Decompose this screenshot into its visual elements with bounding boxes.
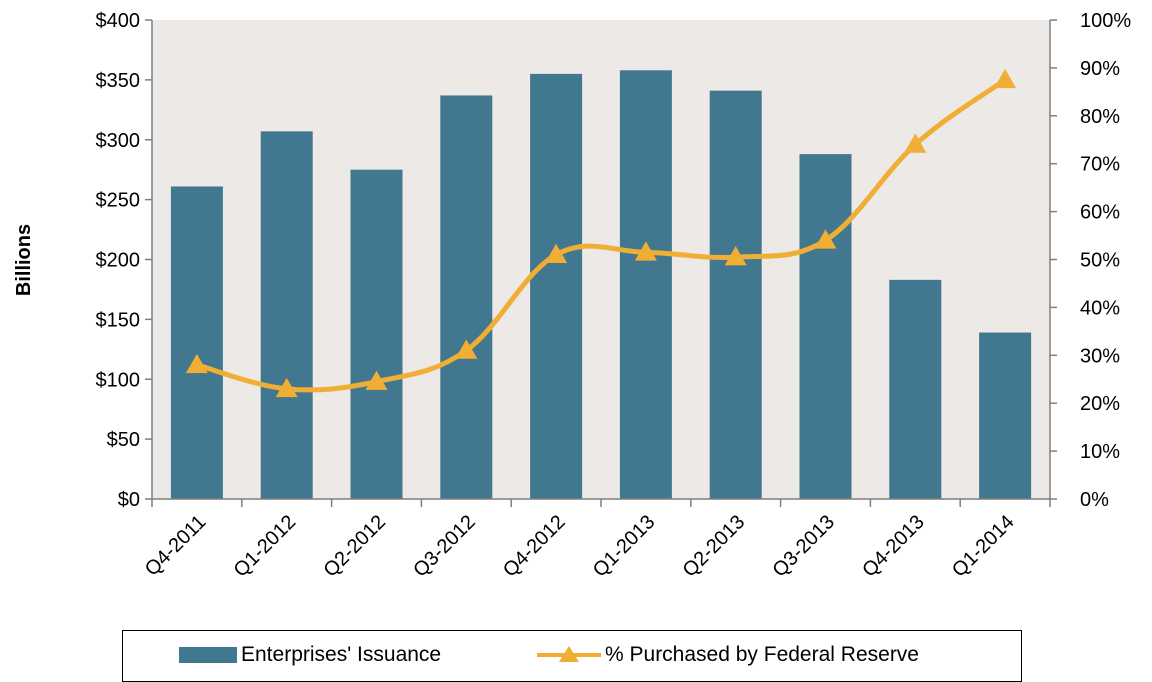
legend-label-fed-purchase: % Purchased by Federal Reserve <box>605 643 919 666</box>
right-tick-label: 50% <box>1080 250 1120 272</box>
legend-swatch-bar <box>179 647 237 663</box>
right-tick-label: 10% <box>1080 441 1120 463</box>
left-tick-label: $0 <box>118 489 140 511</box>
legend: Enterprises' Issuance % Purchased by Fed… <box>122 630 1022 682</box>
right-tick-label: 80% <box>1080 106 1120 128</box>
bar-Q2-2012 <box>350 169 403 499</box>
left-tick-label: $300 <box>96 130 141 152</box>
right-tick-label: 70% <box>1080 154 1120 176</box>
right-tick-label: 30% <box>1080 345 1120 367</box>
bar-Q1-2014 <box>979 332 1032 499</box>
legend-item-fed-purchase: % Purchased by Federal Reserve <box>537 643 919 667</box>
y-axis-label: Billions <box>13 224 35 296</box>
right-tick-label: 100% <box>1080 10 1131 32</box>
x-tick-label: Q1-2013 <box>589 511 660 582</box>
line-path <box>196 77 1007 393</box>
bar-Q3-2012 <box>440 95 493 499</box>
x-tick-label: Q4-2012 <box>499 511 570 582</box>
line-point-Q1-2014 <box>994 68 1017 89</box>
left-tick-label: $250 <box>96 190 141 212</box>
x-tick-label: Q2-2012 <box>319 511 390 582</box>
left-tick-label: $50 <box>107 429 140 451</box>
x-tick-label: Q4-2013 <box>858 511 929 582</box>
left-tick-label: $200 <box>96 250 141 272</box>
legend-swatch-line-triangle <box>537 646 601 662</box>
x-tick-label: Q1-2014 <box>948 511 1019 582</box>
line-point-Q2-2012 <box>365 370 388 390</box>
right-tick-label: 0% <box>1080 489 1109 511</box>
right-axis-tick-labels: 0% 10% 20% 30% 40% 50% 60% 70% 80% 90% 100% <box>1080 10 1131 511</box>
bar-Q2-2013 <box>709 90 762 499</box>
left-tick-label: $100 <box>96 369 141 391</box>
line-point-Q4-2013 <box>904 133 927 153</box>
axes <box>145 19 1057 507</box>
line-point-Q4-2012 <box>545 243 568 263</box>
bar-Q1-2013 <box>619 70 672 500</box>
right-tick-label: 90% <box>1080 58 1120 80</box>
x-tick-label: Q3-2012 <box>409 511 480 582</box>
right-tick-label: 60% <box>1080 202 1120 224</box>
line-point-Q1-2013 <box>634 241 657 261</box>
left-axis-tick-labels: $0 $50 $100 $150 $200 $250 $300 $350 $400 <box>96 10 141 511</box>
bar-Q4-2012 <box>530 73 583 499</box>
bar-Q4-2013 <box>889 279 942 499</box>
x-tick-label: Q3-2013 <box>768 511 839 582</box>
right-tick-label: 20% <box>1080 393 1120 415</box>
left-tick-label: $350 <box>96 70 141 92</box>
legend-item-issuance: Enterprises' Issuance <box>179 643 441 667</box>
right-tick-label: 40% <box>1080 297 1120 319</box>
line-point-Q3-2013 <box>814 229 837 249</box>
left-tick-label: $400 <box>96 10 141 32</box>
legend-label-issuance: Enterprises' Issuance <box>241 643 442 666</box>
x-tick-label: Q2-2013 <box>679 511 750 582</box>
x-axis-tick-labels: Q4-2011 Q1-2012 Q2-2012 Q3-2012 Q4-2012 Q1-20… <box>141 511 1019 582</box>
line-point-Q2-2013 <box>724 246 747 266</box>
bar-Q4-2011 <box>170 186 223 499</box>
line-series-fed-purchase <box>185 68 1017 398</box>
left-tick-label: $150 <box>96 309 141 331</box>
line-point-Q3-2012 <box>455 339 478 359</box>
bar-Q3-2013 <box>799 154 852 499</box>
line-point-Q1-2012 <box>275 377 298 398</box>
x-tick-label: Q1-2012 <box>230 511 301 582</box>
x-tick-label: Q4-2011 <box>141 511 211 581</box>
bar-Q1-2012 <box>260 131 313 499</box>
bar-series-issuance <box>170 70 1032 500</box>
line-point-Q4-2011 <box>185 353 208 374</box>
